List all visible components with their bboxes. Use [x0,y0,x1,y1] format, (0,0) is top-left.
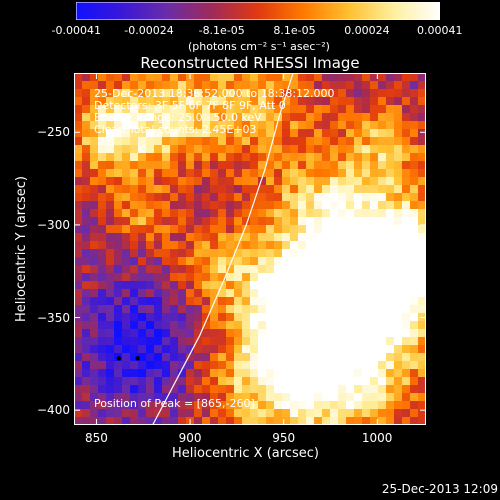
colorbar-tick-label: -8.1e-05 [198,24,245,37]
energy-range-label: Energy Range: 25.0 - 50.0 keV [94,111,262,124]
x-tick-label: 1000 [361,431,393,445]
colorbar [76,2,440,20]
x-axis-label: Heliocentric X (arcsec) [172,446,319,461]
y-tick-label: −250 [37,125,70,140]
y-tick-label: −300 [37,217,70,232]
source-marker [116,356,122,361]
y-tick-label: −400 [37,403,70,418]
peak-position-label: Position of Peak = [865,-260] [94,397,255,410]
clean-counts-label: Clean Total counts: 2.45E+03 [94,123,257,136]
plot-frame [74,73,426,425]
source-marker [135,356,140,361]
colorbar-tick-label: -0.00041 [51,24,101,37]
chart-title: Reconstructed RHESSI Image [140,54,360,72]
colorbar-tick-label: 8.1e-05 [273,24,316,37]
colorbar-unit-label: (photons cm⁻² s⁻¹ asec⁻²) [188,40,330,53]
colorbar-tick-label: -0.00024 [124,24,174,37]
time-range-label: 25-Dec-2013 18:36:52.000 to 18:38:12.000 [94,87,335,100]
detectors-label: Detectors: 3F 5F 6F 7F 8F 9F, Att 0 [94,99,286,112]
plot-timestamp: 25-Dec-2013 12:09 [381,482,498,496]
colorbar-tick-label: 0.00024 [344,24,390,37]
y-tick-label: −350 [37,310,70,325]
x-tick-label: 850 [84,431,108,445]
colorbar-tick-label: 0.00041 [417,24,463,37]
x-tick-label: 900 [178,431,202,445]
heatmap-plot [74,73,426,425]
x-tick-label: 950 [272,431,296,445]
heatmap-cells [74,73,426,425]
colorbar-gradient [76,2,440,20]
y-axis-label: Heliocentric Y (arcsec) [14,176,29,322]
solar-limb-line [152,73,294,425]
